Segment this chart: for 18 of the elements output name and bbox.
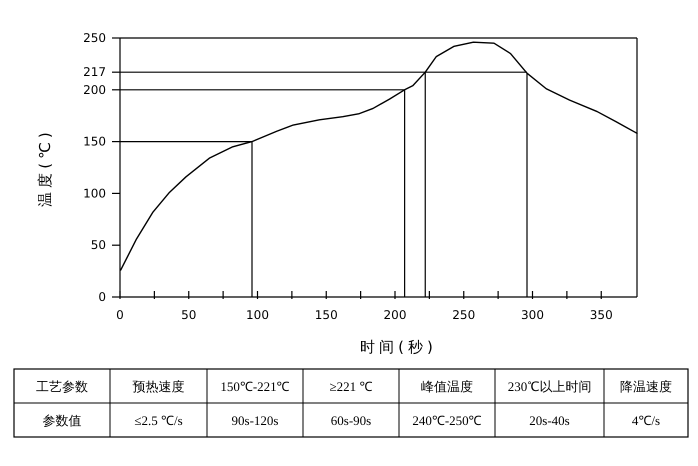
y-tick-label: 250 — [83, 31, 106, 45]
y-tick-label: 100 — [83, 186, 106, 200]
x-tick-label: 200 — [384, 308, 406, 322]
table: 工艺参数 预热速度 150℃-221℃ ≥221 ℃ 峰值温度 230℃以上时间 降温速度 参数值 ≤2.5 ℃/s 90s-120s 60s-90s 240℃-250℃ 20s-40s 4℃/s — [13, 368, 689, 438]
x-tick-label: 0 — [116, 308, 124, 322]
x-tick-label: 150 — [314, 308, 338, 322]
y-tick-label: 50 — [90, 238, 106, 252]
y-tick-label: 200 — [83, 82, 106, 97]
y-tick-label: 217 — [83, 65, 106, 80]
x-tick-label: 100 — [246, 308, 269, 322]
x-tick-label: 50 — [181, 308, 196, 322]
y-tick-label: 0 — [98, 290, 106, 304]
x-axis-title: 时间(秒) — [360, 338, 437, 356]
y-tick-label: 150 — [83, 134, 106, 149]
x-tick-label: 300 — [521, 308, 544, 322]
x-tick-label: 250 — [452, 308, 476, 322]
x-tick-label: 350 — [590, 308, 613, 322]
y-axis-title: 温度(℃) — [36, 128, 54, 207]
